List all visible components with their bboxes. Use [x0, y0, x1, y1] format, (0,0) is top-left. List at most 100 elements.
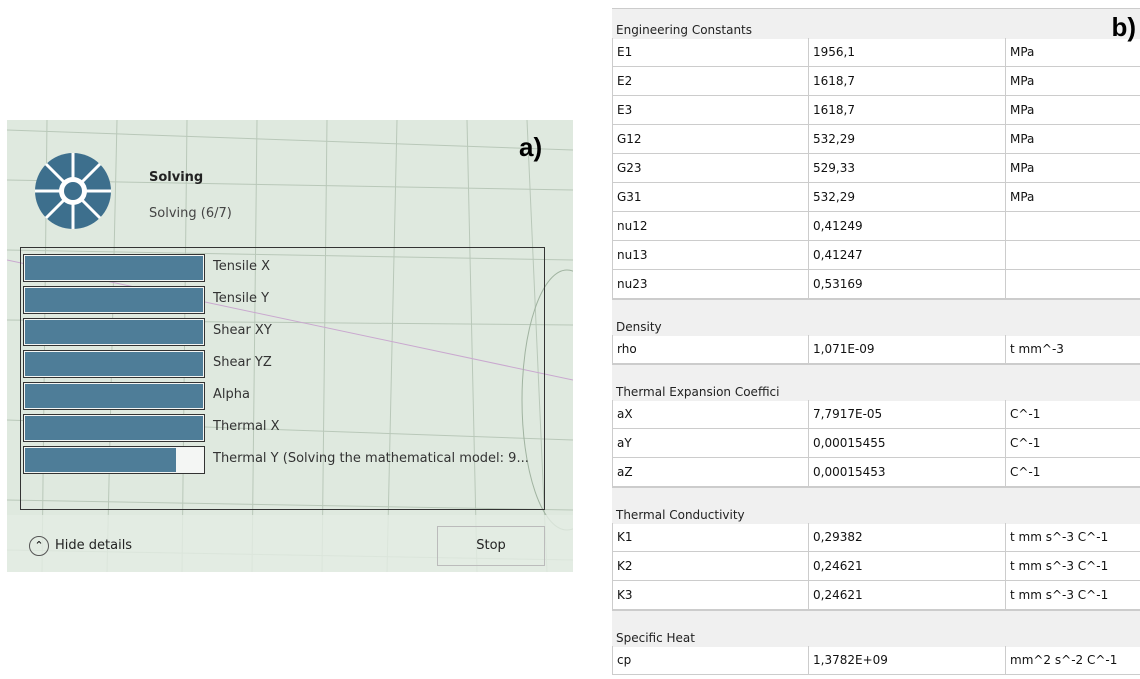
- property-value: 532,29: [808, 125, 1005, 154]
- property-value: 0,41247: [808, 241, 1005, 270]
- property-value: 532,29: [808, 183, 1005, 212]
- property-value: 1618,7: [808, 96, 1005, 125]
- task-list: Tensile X Tensile Y Shear XY Shear YZ Alpha T…: [20, 247, 545, 510]
- task-row: Shear YZ: [23, 350, 542, 378]
- property-unit: C^-1: [1005, 458, 1140, 487]
- property-name: K3: [612, 581, 808, 610]
- property-name: nu23: [612, 270, 808, 299]
- task-label: Thermal X: [213, 419, 280, 434]
- task-row: Thermal Y (Solving the mathematical mode…: [23, 446, 542, 474]
- progress-fill: [25, 288, 203, 312]
- progress-track: [23, 254, 205, 282]
- property-unit: MPa: [1005, 67, 1140, 96]
- property-value: 1618,7: [808, 67, 1005, 96]
- property-unit: MPa: [1005, 125, 1140, 154]
- property-value: 0,41249: [808, 212, 1005, 241]
- property-unit: C^-1: [1005, 400, 1140, 429]
- progress-track: [23, 414, 205, 442]
- property-value: 0,29382: [808, 523, 1005, 552]
- progress-track: [23, 382, 205, 410]
- property-value: 1956,1: [808, 38, 1005, 67]
- property-unit: mm^2 s^-2 C^-1: [1005, 646, 1140, 675]
- property-value: 0,24621: [808, 552, 1005, 581]
- progress-fill: [25, 416, 203, 440]
- property-name: aX: [612, 400, 808, 429]
- property-unit: t mm s^-3 C^-1: [1005, 523, 1140, 552]
- section-header: Thermal Conductivity: [612, 487, 1140, 524]
- property-name: G31: [612, 183, 808, 212]
- property-unit: t mm s^-3 C^-1: [1005, 581, 1140, 610]
- progress-fill: [25, 320, 203, 344]
- property-value: 0,00015453: [808, 458, 1005, 487]
- page: a) Solving Solving (6/7) Tensile XTensil…: [0, 0, 1140, 679]
- task-label: Tensile Y: [213, 291, 269, 306]
- property-unit: t mm s^-3 C^-1: [1005, 552, 1140, 581]
- property-name: nu12: [612, 212, 808, 241]
- progress-fill: [25, 384, 203, 408]
- property-value: 529,33: [808, 154, 1005, 183]
- property-unit: C^-1: [1005, 429, 1140, 458]
- task-row: Shear XY: [23, 318, 542, 346]
- panel-tag: a): [519, 132, 542, 163]
- property-name: cp: [612, 646, 808, 675]
- section-title: Thermal Conductivity: [616, 508, 745, 522]
- progress-track: [23, 286, 205, 314]
- property-name: K2: [612, 552, 808, 581]
- property-name: K1: [612, 523, 808, 552]
- property-name: E3: [612, 96, 808, 125]
- property-unit: t mm^-3: [1005, 335, 1140, 364]
- property-value: 0,00015455: [808, 429, 1005, 458]
- property-unit: [1005, 241, 1140, 270]
- stop-button[interactable]: Stop: [437, 526, 545, 566]
- task-row: Alpha: [23, 382, 542, 410]
- property-name: aY: [612, 429, 808, 458]
- property-unit: MPa: [1005, 96, 1140, 125]
- task-label: Alpha: [213, 387, 250, 402]
- task-label: Thermal Y (Solving the mathematical mode…: [213, 451, 529, 466]
- panel-tag: b): [1111, 12, 1136, 43]
- section-title: Specific Heat: [616, 631, 695, 645]
- dialog-title: Solving: [149, 170, 203, 185]
- property-unit: MPa: [1005, 154, 1140, 183]
- section-title: Density: [616, 320, 662, 334]
- task-row: Thermal X: [23, 414, 542, 442]
- property-value: 7,7917E-05: [808, 400, 1005, 429]
- section-title: Engineering Constants: [616, 23, 752, 37]
- section-header: Density: [612, 299, 1140, 336]
- property-name: E2: [612, 67, 808, 96]
- hide-details-button[interactable]: Hide details: [55, 538, 132, 553]
- property-name: nu13: [612, 241, 808, 270]
- progress-fill: [25, 448, 176, 472]
- property-unit: [1005, 212, 1140, 241]
- property-name: G23: [612, 154, 808, 183]
- task-row: Tensile X: [23, 254, 542, 282]
- property-unit: [1005, 270, 1140, 299]
- property-value: 0,53169: [808, 270, 1005, 299]
- solver-icon: [34, 152, 112, 230]
- section-title: Thermal Expansion Coeffici: [616, 385, 779, 399]
- hide-icon[interactable]: ⌃: [29, 536, 49, 556]
- property-value: 0,24621: [808, 581, 1005, 610]
- task-label: Tensile X: [213, 259, 270, 274]
- progress-fill: [25, 256, 203, 280]
- task-label: Shear YZ: [213, 355, 272, 370]
- property-name: E1: [612, 38, 808, 67]
- dialog-status: Solving (6/7): [149, 206, 232, 221]
- section-header: Engineering Constants: [612, 8, 1140, 39]
- property-name: rho: [612, 335, 808, 364]
- property-name: aZ: [612, 458, 808, 487]
- progress-fill: [25, 352, 203, 376]
- section-header: Thermal Expansion Coeffici: [612, 364, 1140, 401]
- property-unit: MPa: [1005, 183, 1140, 212]
- task-row: Tensile Y: [23, 286, 542, 314]
- property-name: G12: [612, 125, 808, 154]
- task-label: Shear XY: [213, 323, 272, 338]
- progress-track: [23, 350, 205, 378]
- property-value: 1,071E-09: [808, 335, 1005, 364]
- progress-track: [23, 446, 205, 474]
- progress-track: [23, 318, 205, 346]
- property-value: 1,3782E+09: [808, 646, 1005, 675]
- section-header: Specific Heat: [612, 610, 1140, 647]
